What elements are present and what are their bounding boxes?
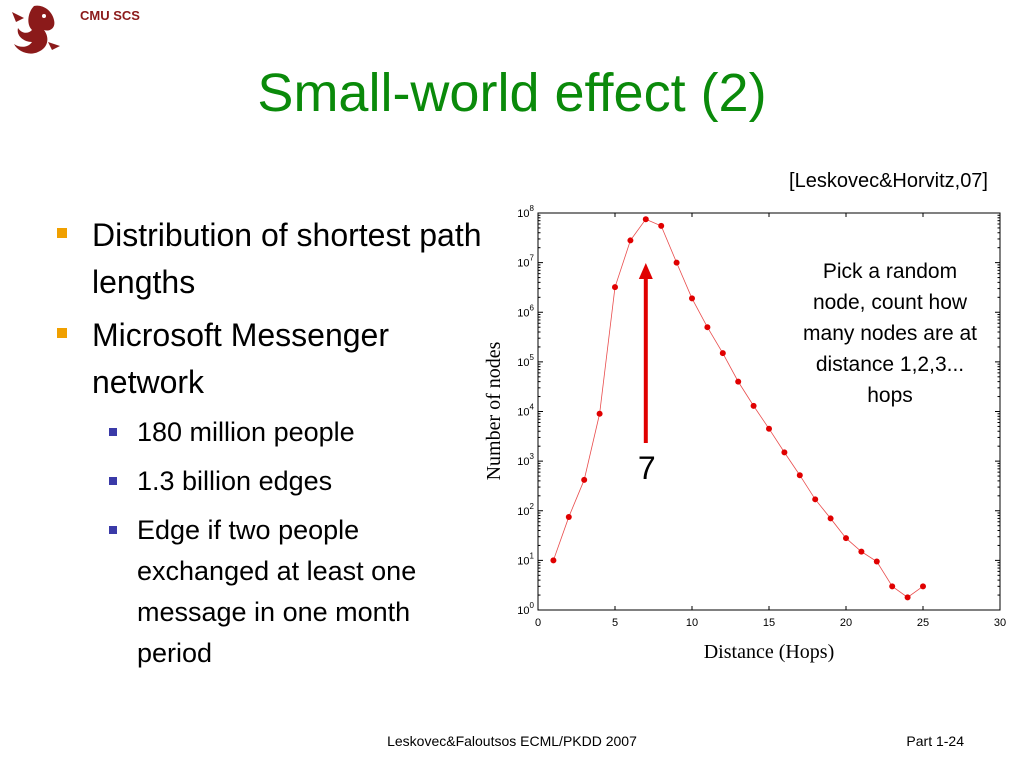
annotation-text: Pick a random node, count how many nodes… xyxy=(803,260,977,407)
dragon-logo xyxy=(12,5,60,54)
data-point xyxy=(889,583,896,590)
x-tick-label: 20 xyxy=(840,617,852,629)
data-point xyxy=(796,472,803,479)
data-point xyxy=(550,557,557,564)
y-axis-label: Number of nodes xyxy=(483,341,505,480)
arrow-head xyxy=(638,263,653,279)
bullet-list: Distribution of shortest path lengths Mi… xyxy=(52,212,482,682)
data-point xyxy=(612,284,618,291)
data-points xyxy=(550,216,926,601)
shortest-path-chart: 0 5 10 15 20 25 30100101102103104105106107108 … xyxy=(483,204,1006,663)
y-tick-exponent: 2 xyxy=(530,502,535,511)
data-point xyxy=(735,378,742,385)
peak-label: 7 xyxy=(638,450,656,486)
data-point xyxy=(704,324,711,331)
y-tick-exponent: 4 xyxy=(530,403,535,412)
x-tick-label: 30 xyxy=(994,617,1006,629)
y-tick-exponent: 3 xyxy=(530,452,535,461)
y-tick-label: 104 xyxy=(517,403,534,419)
data-point xyxy=(873,558,880,565)
data-point xyxy=(750,402,757,409)
y-tick-exponent: 0 xyxy=(530,601,535,610)
y-tick-exponent: 6 xyxy=(530,303,535,312)
x-axis-label: Distance (Hops) xyxy=(704,641,835,663)
data-point xyxy=(673,259,680,266)
data-point xyxy=(858,548,865,555)
data-point xyxy=(766,425,772,432)
data-point xyxy=(627,237,634,244)
header-label: CMU SCS xyxy=(80,8,140,23)
bullet-item: Microsoft Messenger network xyxy=(52,312,482,406)
bullet-item: Distribution of shortest path lengths xyxy=(52,212,482,306)
slide-title: Small-world effect (2) xyxy=(257,63,767,123)
data-point xyxy=(781,449,788,456)
sub-bullet-item: Edge if two people exchanged at least on… xyxy=(52,510,482,674)
y-tick-label: 106 xyxy=(517,303,534,319)
footer-page: Part 1-24 xyxy=(906,733,964,749)
x-tick-label: 10 xyxy=(686,617,698,629)
y-tick-exponent: 5 xyxy=(530,353,535,362)
x-tick-label: 5 xyxy=(612,617,618,629)
data-point xyxy=(812,496,819,503)
y-tick-label: 102 xyxy=(517,502,534,518)
data-point xyxy=(596,410,603,417)
y-tick-label: 100 xyxy=(517,601,534,617)
y-tick-exponent: 8 xyxy=(530,204,535,213)
y-tick-label: 108 xyxy=(517,204,534,220)
y-tick-exponent: 7 xyxy=(530,254,535,263)
y-tick-label: 101 xyxy=(517,551,534,567)
y-tick-exponent: 1 xyxy=(530,551,535,560)
data-point xyxy=(658,222,665,229)
y-tick-label: 107 xyxy=(517,254,534,270)
axis-ticks xyxy=(537,212,1001,611)
sub-bullet-item: 180 million people xyxy=(52,412,482,453)
sub-bullet-item: 1.3 billion edges xyxy=(52,461,482,502)
data-point xyxy=(904,594,911,601)
y-tick-label: 103 xyxy=(517,452,534,468)
data-point xyxy=(581,476,588,483)
data-point xyxy=(689,295,695,302)
citation: [Leskovec&Horvitz,07] xyxy=(789,170,988,192)
data-point xyxy=(920,583,926,590)
y-tick-label: 105 xyxy=(517,353,534,369)
data-point xyxy=(719,350,726,357)
x-tick-label: 25 xyxy=(917,617,929,629)
x-tick-label: 15 xyxy=(763,617,775,629)
data-point xyxy=(565,513,572,520)
data-point xyxy=(642,216,649,223)
footer-citation: Leskovec&Faloutsos ECML/PKDD 2007 xyxy=(387,733,637,749)
data-point xyxy=(827,515,834,522)
x-tick-label: 0 xyxy=(535,617,541,629)
peak-arrow: 7 xyxy=(638,263,656,486)
data-point xyxy=(843,535,849,542)
